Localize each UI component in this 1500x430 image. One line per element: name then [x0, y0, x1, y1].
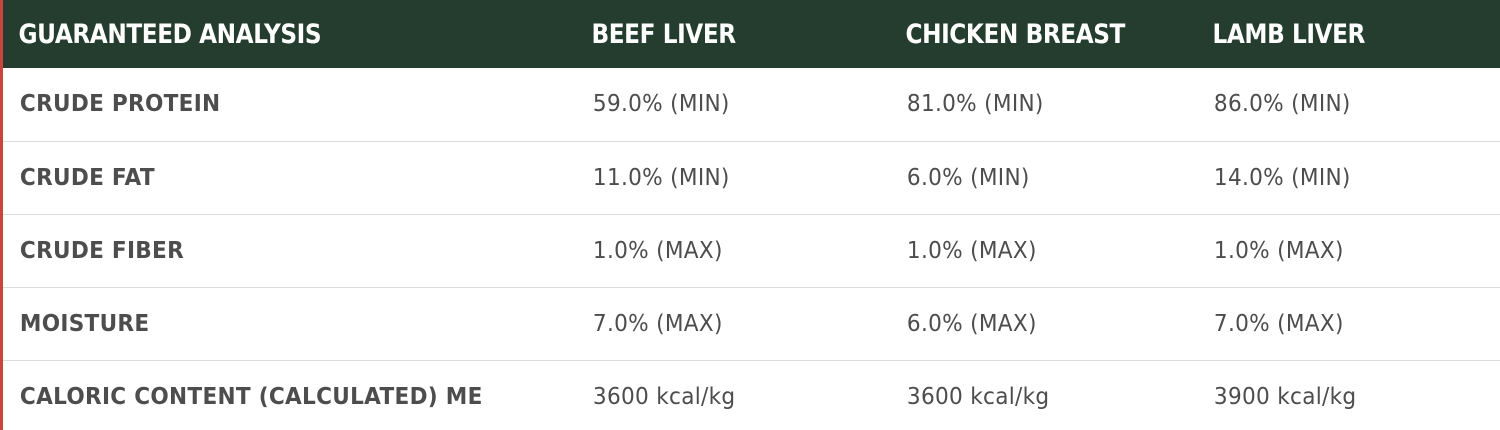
cell-lamb-liver: 1.0% (MAX)	[1213, 237, 1344, 264]
table-row: CRUDE FAT 11.0% (MIN) 6.0% (MIN) 14.0% (…	[3, 141, 1500, 214]
cell-beef-liver: 1.0% (MAX)	[592, 237, 723, 264]
cell-beef-liver: 11.0% (MIN)	[592, 164, 730, 191]
header-row: GUARANTEED ANALYSIS BEEF LIVER CHICKEN B…	[3, 0, 1500, 68]
cell-lamb-liver: 86.0% (MIN)	[1213, 91, 1351, 118]
cell-chicken-breast: 3600 kcal/kg	[906, 384, 1050, 411]
cell-beef-liver: 59.0% (MIN)	[592, 91, 730, 118]
cell-beef-liver: 7.0% (MAX)	[592, 310, 723, 337]
cell-chicken-breast: 81.0% (MIN)	[906, 91, 1044, 118]
row-label: CRUDE FAT	[19, 164, 155, 191]
cell-chicken-breast: 6.0% (MIN)	[906, 164, 1030, 191]
row-label: CRUDE PROTEIN	[19, 91, 221, 118]
header-chicken-breast: CHICKEN BREAST	[905, 18, 1125, 50]
table-body: CRUDE PROTEIN 59.0% (MIN) 81.0% (MIN) 86…	[3, 68, 1500, 430]
row-label: CALORIC CONTENT (CALCULATED) ME	[19, 384, 483, 411]
header-lamb-liver: LAMB LIVER	[1212, 18, 1365, 50]
header-guaranteed-analysis: GUARANTEED ANALYSIS	[18, 18, 322, 50]
table-row: MOISTURE 7.0% (MAX) 6.0% (MAX) 7.0% (MAX…	[3, 287, 1500, 360]
cell-lamb-liver: 3900 kcal/kg	[1213, 384, 1357, 411]
guaranteed-analysis-table: GUARANTEED ANALYSIS BEEF LIVER CHICKEN B…	[3, 0, 1500, 430]
left-accent-rule	[0, 0, 3, 430]
header-beef-liver: BEEF LIVER	[591, 18, 736, 50]
table-header: GUARANTEED ANALYSIS BEEF LIVER CHICKEN B…	[3, 0, 1500, 68]
cell-chicken-breast: 6.0% (MAX)	[906, 310, 1037, 337]
cell-lamb-liver: 7.0% (MAX)	[1213, 310, 1344, 337]
table-row: CALORIC CONTENT (CALCULATED) ME 3600 kca…	[3, 360, 1500, 430]
table-row: CRUDE PROTEIN 59.0% (MIN) 81.0% (MIN) 86…	[3, 68, 1500, 141]
cell-lamb-liver: 14.0% (MIN)	[1213, 164, 1351, 191]
table-row: CRUDE FIBER 1.0% (MAX) 1.0% (MAX) 1.0% (…	[3, 214, 1500, 287]
cell-chicken-breast: 1.0% (MAX)	[906, 237, 1037, 264]
row-label: MOISTURE	[19, 310, 150, 337]
row-label: CRUDE FIBER	[19, 237, 185, 264]
cell-beef-liver: 3600 kcal/kg	[592, 384, 736, 411]
